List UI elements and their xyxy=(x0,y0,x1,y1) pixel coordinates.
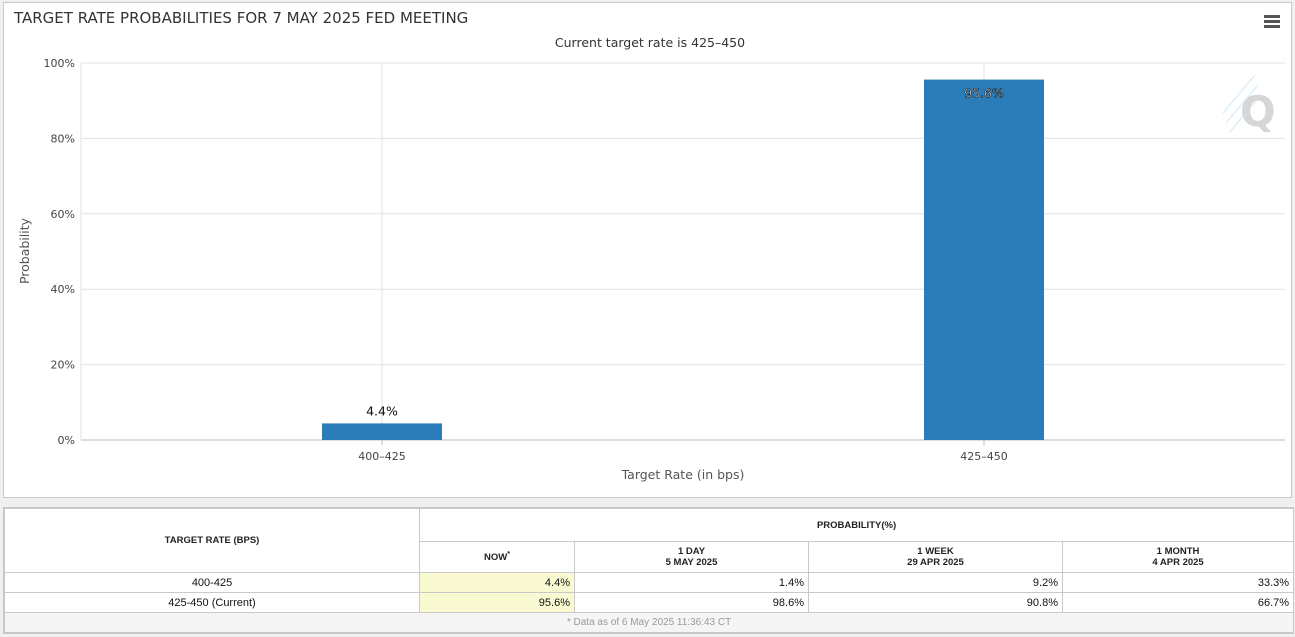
x-axis-ticks: 400–425 425–450 xyxy=(358,440,1008,463)
chart-panel: TARGET RATE PROBABILITIES FOR 7 MAY 2025… xyxy=(3,2,1292,498)
data-timestamp-footnote: * Data as of 6 May 2025 11:36:43 CT xyxy=(3,612,1295,633)
watermark-q: Q xyxy=(1240,87,1276,136)
bar-data-label: 95.6% xyxy=(964,86,1004,101)
header-now-label: NOW xyxy=(484,552,508,564)
y-tick-label: 20% xyxy=(51,359,75,372)
header-target-rate: TARGET RATE (BPS) xyxy=(4,508,420,573)
y-tick-label: 40% xyxy=(51,283,75,296)
row-month-value: 33.3% xyxy=(1061,572,1295,593)
chart-subtitle: Current target rate is 425–450 xyxy=(555,35,745,50)
header-1-month: 1 MONTH 4 APR 2025 xyxy=(1061,541,1295,573)
header-1-month-date: 4 APR 2025 xyxy=(1152,557,1204,568)
row-now-value: 4.4% xyxy=(419,572,575,593)
y-tick-label: 80% xyxy=(51,132,75,145)
y-tick-label: 0% xyxy=(58,434,75,447)
hamburger-menu-icon-line xyxy=(1264,25,1280,28)
header-1-day: 1 DAY 5 MAY 2025 xyxy=(574,541,809,573)
row-rate: 400-425 xyxy=(4,572,420,593)
header-now-mark: * xyxy=(507,550,510,558)
bars: 4.4% 95.6% xyxy=(322,79,1044,440)
hamburger-menu-icon-line xyxy=(1264,20,1280,23)
probability-table-panel: TARGET RATE (BPS) PROBABILITY(%) NOW* 1 … xyxy=(3,507,1295,634)
x-tick-label: 425–450 xyxy=(960,450,1008,463)
watermark-logo: Q xyxy=(1222,74,1276,136)
y-tick-label: 60% xyxy=(51,208,75,221)
header-now: NOW* xyxy=(419,541,575,573)
bar xyxy=(924,79,1044,440)
row-rate: 425-450 (Current) xyxy=(4,592,420,613)
row-month-value: 66.7% xyxy=(1061,592,1295,613)
header-1-week: 1 WEEK 29 APR 2025 xyxy=(808,541,1063,573)
row-day-value: 98.6% xyxy=(574,592,809,613)
chart-menu-button[interactable] xyxy=(1262,13,1282,31)
header-1-week-label: 1 WEEK xyxy=(917,546,954,557)
y-axis-ticks: 0% 20% 40% 60% 80% 100% xyxy=(44,57,75,447)
table-row: 425-450 (Current) 95.6% 98.6% 90.8% 66.7… xyxy=(4,592,1295,613)
row-week-value: 9.2% xyxy=(808,572,1063,593)
row-day-value: 1.4% xyxy=(574,572,809,593)
probability-table: TARGET RATE (BPS) PROBABILITY(%) NOW* 1 … xyxy=(3,508,1295,633)
table-row: 400-425 4.4% 1.4% 9.2% 33.3% xyxy=(4,572,1295,593)
header-1-day-date: 5 MAY 2025 xyxy=(665,557,718,568)
header-1-month-label: 1 MONTH xyxy=(1156,546,1200,557)
header-probability: PROBABILITY(%) xyxy=(418,508,1295,542)
probability-bar-chart: TARGET RATE PROBABILITIES FOR 7 MAY 2025… xyxy=(13,9,1285,482)
row-now-value: 95.6% xyxy=(419,592,575,613)
header-1-day-label: 1 DAY xyxy=(677,546,706,557)
x-axis-title: Target Rate (in bps) xyxy=(621,467,745,482)
gridlines xyxy=(80,62,1285,441)
row-week-value: 90.8% xyxy=(808,592,1063,613)
header-1-week-date: 29 APR 2025 xyxy=(907,557,964,568)
chart-title: TARGET RATE PROBABILITIES FOR 7 MAY 2025… xyxy=(13,9,468,27)
hamburger-menu-icon xyxy=(1264,15,1280,18)
x-tick-label: 400–425 xyxy=(358,450,406,463)
bar-data-label: 4.4% xyxy=(366,403,398,418)
bar xyxy=(322,423,442,440)
y-tick-label: 100% xyxy=(44,57,75,70)
y-axis-title: Probability xyxy=(17,217,32,284)
